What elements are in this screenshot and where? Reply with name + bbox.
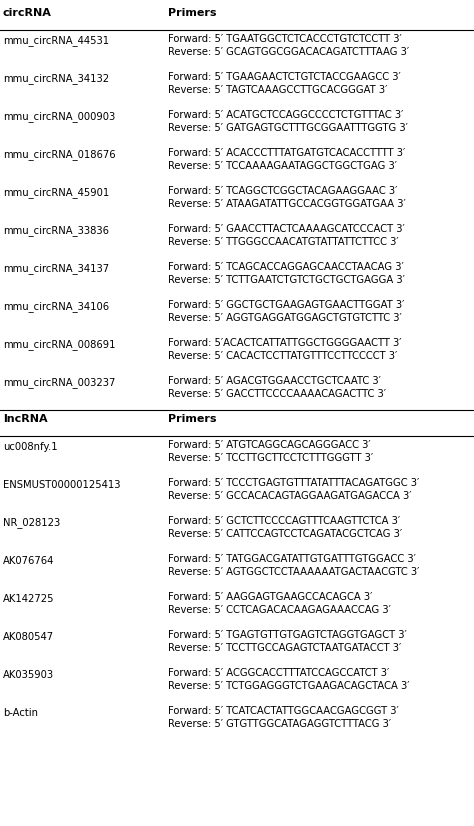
Text: mmu_circRNA_34137: mmu_circRNA_34137: [3, 263, 109, 274]
Text: Reverse: 5′ ATAAGATATTGCCACGGTGGATGAA 3′: Reverse: 5′ ATAAGATATTGCCACGGTGGATGAA 3′: [168, 199, 406, 209]
Text: Forward: 5′ ACATGCTCCAGGCCCCTCTGTTTAC 3′: Forward: 5′ ACATGCTCCAGGCCCCTCTGTTTAC 3′: [168, 110, 403, 120]
Text: AK076764: AK076764: [3, 556, 55, 566]
Text: Forward: 5′ TGAATGGCTCTCACCCTGTCTCCTT 3′: Forward: 5′ TGAATGGCTCTCACCCTGTCTCCTT 3′: [168, 34, 402, 44]
Text: Reverse: 5′ CACACTCCTTATGTTTCCTTCCCCT 3′: Reverse: 5′ CACACTCCTTATGTTTCCTTCCCCT 3′: [168, 351, 397, 361]
Text: Reverse: 5′ TCCAAAAGAATAGGCTGGCTGAG 3′: Reverse: 5′ TCCAAAAGAATAGGCTGGCTGAG 3′: [168, 161, 397, 171]
Text: mmu_circRNA_008691: mmu_circRNA_008691: [3, 339, 116, 350]
Text: circRNA: circRNA: [3, 8, 52, 18]
Text: Forward: 5′ TGAAGAACTCTGTCTACCGAAGCC 3′: Forward: 5′ TGAAGAACTCTGTCTACCGAAGCC 3′: [168, 72, 401, 82]
Text: Reverse: 5′ GCAGTGGCGGACACAGATCTTTAAG 3′: Reverse: 5′ GCAGTGGCGGACACAGATCTTTAAG 3′: [168, 47, 409, 57]
Text: Reverse: 5′ TCTGGAGGGTCTGAAGACAGCTACA 3′: Reverse: 5′ TCTGGAGGGTCTGAAGACAGCTACA 3′: [168, 681, 410, 691]
Text: Reverse: 5′ AGTGGCTCCTAAAAAATGACTAACGTC 3′: Reverse: 5′ AGTGGCTCCTAAAAAATGACTAACGTC …: [168, 567, 419, 577]
Text: Reverse: 5′ AGGTGAGGATGGAGCTGTGTCTTC 3′: Reverse: 5′ AGGTGAGGATGGAGCTGTGTCTTC 3′: [168, 313, 402, 323]
Text: Reverse: 5′ TCCTTGCCAGAGTCTAATGATACCT 3′: Reverse: 5′ TCCTTGCCAGAGTCTAATGATACCT 3′: [168, 643, 401, 653]
Text: mmu_circRNA_34132: mmu_circRNA_34132: [3, 73, 109, 84]
Text: Forward: 5′ GCTCTTCCCCAGTTTCAAGTTCTCA 3′: Forward: 5′ GCTCTTCCCCAGTTTCAAGTTCTCA 3′: [168, 516, 400, 526]
Text: Forward: 5′ AGACGTGGAACCTGCTCAATC 3′: Forward: 5′ AGACGTGGAACCTGCTCAATC 3′: [168, 376, 381, 386]
Text: AK142725: AK142725: [3, 594, 55, 604]
Text: NR_028123: NR_028123: [3, 517, 60, 528]
Text: Reverse: 5′ TTGGGCCAACATGTATTATTCTTCC 3′: Reverse: 5′ TTGGGCCAACATGTATTATTCTTCC 3′: [168, 237, 399, 247]
Text: Primers: Primers: [168, 414, 217, 424]
Text: Forward: 5′ ACACCCTTTATGATGTCACACCTTTT 3′: Forward: 5′ ACACCCTTTATGATGTCACACCTTTT 3…: [168, 148, 405, 158]
Text: Reverse: 5′ GTGTTGGCATAGAGGTCTTTACG 3′: Reverse: 5′ GTGTTGGCATAGAGGTCTTTACG 3′: [168, 719, 391, 729]
Text: mmu_circRNA_34106: mmu_circRNA_34106: [3, 301, 109, 312]
Text: mmu_circRNA_44531: mmu_circRNA_44531: [3, 35, 109, 46]
Text: Reverse: 5′ CCTCAGACACAAGAGAAACCAG 3′: Reverse: 5′ CCTCAGACACAAGAGAAACCAG 3′: [168, 605, 391, 615]
Text: Forward: 5′ GGCTGCTGAAGAGTGAACTTGGAT 3′: Forward: 5′ GGCTGCTGAAGAGTGAACTTGGAT 3′: [168, 300, 404, 310]
Text: mmu_circRNA_33836: mmu_circRNA_33836: [3, 225, 109, 236]
Text: ENSMUST00000125413: ENSMUST00000125413: [3, 480, 120, 490]
Text: Forward: 5′ TCCCTGAGTGTTTATATTTACAGATGGC 3′: Forward: 5′ TCCCTGAGTGTTTATATTTACAGATGGC…: [168, 478, 419, 488]
Text: mmu_circRNA_000903: mmu_circRNA_000903: [3, 111, 115, 122]
Text: Forward: 5′ GAACCTTACTCAAAAGCATCCCACT 3′: Forward: 5′ GAACCTTACTCAAAAGCATCCCACT 3′: [168, 224, 405, 234]
Text: Forward: 5′ACACTCATTATTGGCTGGGGAACTT 3′: Forward: 5′ACACTCATTATTGGCTGGGGAACTT 3′: [168, 338, 401, 348]
Text: Forward: 5′ TCATCACTATTGGCAACGAGCGGT 3′: Forward: 5′ TCATCACTATTGGCAACGAGCGGT 3′: [168, 706, 399, 716]
Text: Forward: 5′ ATGTCAGGCAGCAGGGACC 3′: Forward: 5′ ATGTCAGGCAGCAGGGACC 3′: [168, 440, 371, 450]
Text: lncRNA: lncRNA: [3, 414, 47, 424]
Text: Reverse: 5′ CATTCCAGTCCTCAGATACGCTCAG 3′: Reverse: 5′ CATTCCAGTCCTCAGATACGCTCAG 3′: [168, 529, 402, 539]
Text: mmu_circRNA_45901: mmu_circRNA_45901: [3, 187, 109, 198]
Text: Reverse: 5′ GACCTTCCCCAAAACAGACTTC 3′: Reverse: 5′ GACCTTCCCCAAAACAGACTTC 3′: [168, 389, 386, 399]
Text: Reverse: 5′ TCCTTGCTTCCTCTTTGGGTT 3′: Reverse: 5′ TCCTTGCTTCCTCTTTGGGTT 3′: [168, 453, 373, 463]
Text: AK035903: AK035903: [3, 670, 54, 680]
Text: Reverse: 5′ GCCACACAGTAGGAAGATGAGACCA 3′: Reverse: 5′ GCCACACAGTAGGAAGATGAGACCA 3′: [168, 491, 411, 501]
Text: Forward: 5′ AAGGAGTGAAGCCACAGCA 3′: Forward: 5′ AAGGAGTGAAGCCACAGCA 3′: [168, 592, 373, 602]
Text: Forward: 5′ ACGGCACCTTTATCCAGCCATCT 3′: Forward: 5′ ACGGCACCTTTATCCAGCCATCT 3′: [168, 668, 389, 678]
Text: Primers: Primers: [168, 8, 217, 18]
Text: Reverse: 5′ TAGTCAAAGCCTTGCACGGGAT 3′: Reverse: 5′ TAGTCAAAGCCTTGCACGGGAT 3′: [168, 85, 387, 95]
Text: Reverse: 5′ GATGAGTGCTTTGCGGAATTTGGTG 3′: Reverse: 5′ GATGAGTGCTTTGCGGAATTTGGTG 3′: [168, 123, 408, 133]
Text: Forward: 5′ TGAGTGTTGTGAGTCTAGGTGAGCT 3′: Forward: 5′ TGAGTGTTGTGAGTCTAGGTGAGCT 3′: [168, 630, 407, 640]
Text: mmu_circRNA_003237: mmu_circRNA_003237: [3, 377, 115, 388]
Text: AK080547: AK080547: [3, 632, 54, 642]
Text: Forward: 5′ TCAGCACCAGGAGCAACCTAACAG 3′: Forward: 5′ TCAGCACCAGGAGCAACCTAACAG 3′: [168, 262, 404, 272]
Text: Reverse: 5′ TCTTGAATCTGTCTGCTGCTGAGGA 3′: Reverse: 5′ TCTTGAATCTGTCTGCTGCTGAGGA 3′: [168, 275, 405, 285]
Text: uc008nfy.1: uc008nfy.1: [3, 442, 58, 452]
Text: b-Actin: b-Actin: [3, 708, 38, 718]
Text: mmu_circRNA_018676: mmu_circRNA_018676: [3, 149, 116, 160]
Text: Forward: 5′ TATGGACGATATTGTGATTTGTGGACC 3′: Forward: 5′ TATGGACGATATTGTGATTTGTGGACC …: [168, 554, 416, 564]
Text: Forward: 5′ TCAGGCTCGGCTACAGAAGGAAC 3′: Forward: 5′ TCAGGCTCGGCTACAGAAGGAAC 3′: [168, 186, 397, 196]
